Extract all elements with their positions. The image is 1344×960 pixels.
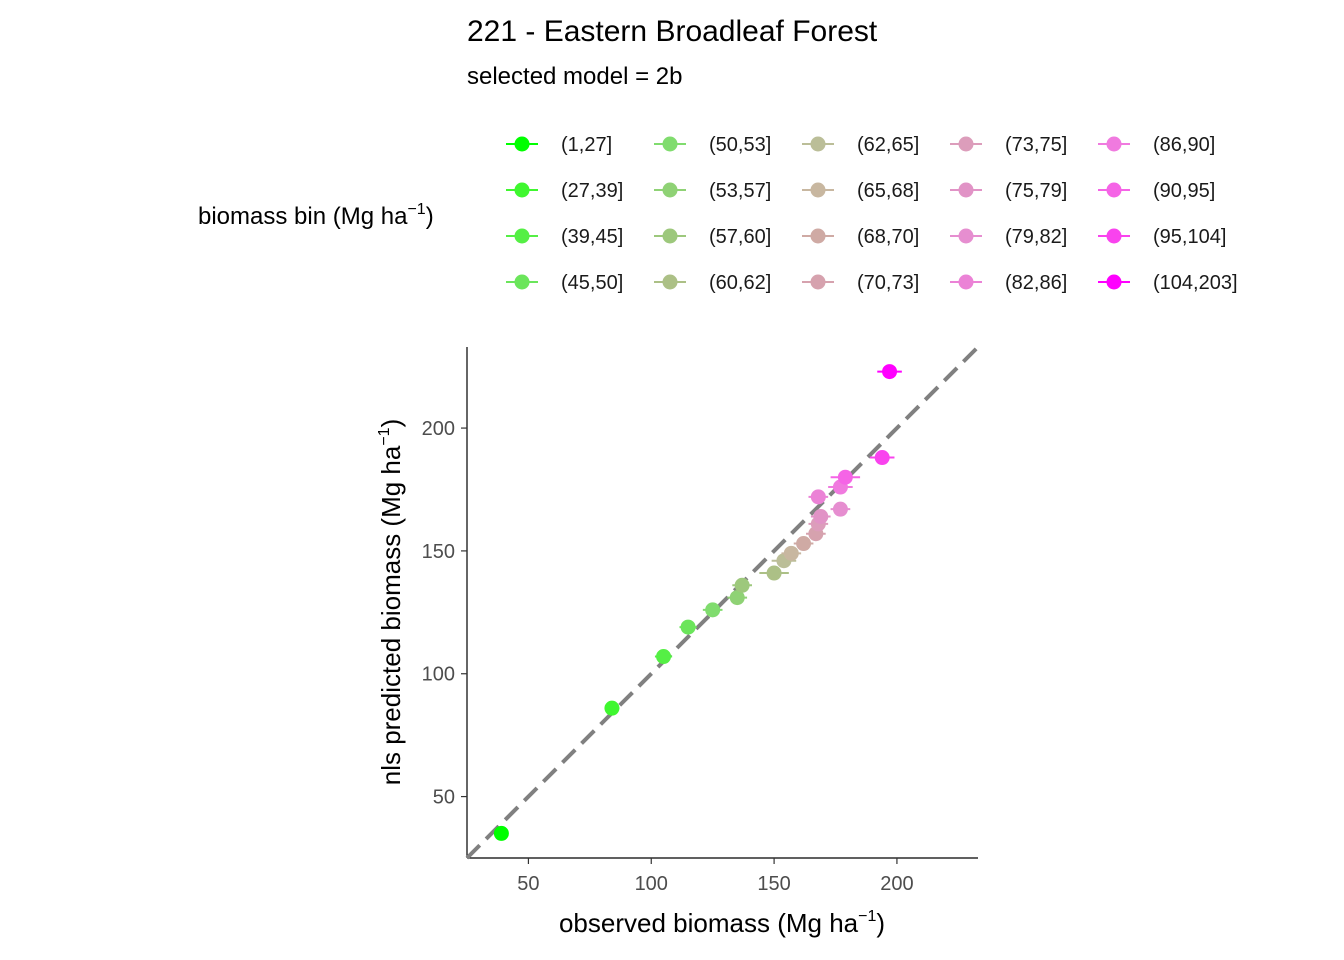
data-point [810, 489, 826, 505]
legend-key-point [514, 274, 530, 290]
legend-label: (53,57] [709, 180, 771, 202]
axis-ticks: 50 100 150 200 50 100 150 200 [422, 418, 914, 895]
legend-item: (104,203] [1098, 272, 1238, 294]
legend-label: (65,68] [857, 180, 919, 202]
legend-key-point [1106, 136, 1122, 152]
data-point [734, 577, 750, 593]
data-point [874, 450, 890, 466]
legend-key-point [810, 182, 826, 198]
y-tick-label: 100 [422, 664, 455, 686]
data-point [796, 536, 812, 552]
data-point [729, 590, 745, 606]
legend-item: (39,45] [506, 226, 623, 248]
legend-key-point [662, 274, 678, 290]
legend-label: (75,79] [1005, 180, 1067, 202]
x-axis-title: observed biomass (Mg ha−1) [559, 908, 885, 938]
legend-label: (27,39] [561, 180, 623, 202]
legend-key-point [662, 228, 678, 244]
legend-item: (95,104] [1098, 226, 1226, 248]
legend-item: (75,79] [950, 180, 1067, 202]
y-tick-label: 200 [422, 418, 455, 440]
legend-key-point [958, 182, 974, 198]
x-tick-label: 100 [635, 873, 668, 895]
legend-label: (1,27] [561, 134, 612, 156]
legend: (1,27] (27,39] (39,45] (45,50] (50,53] (53,57… [506, 134, 1238, 294]
legend-key-point [514, 136, 530, 152]
legend-key-point [662, 136, 678, 152]
data-point [832, 501, 848, 517]
legend-label: (70,73] [857, 272, 919, 294]
legend-item: (1,27] [506, 134, 612, 156]
legend-key-point [958, 228, 974, 244]
data-point [493, 825, 509, 841]
legend-key-point [1106, 182, 1122, 198]
legend-key-point [810, 136, 826, 152]
legend-label: (90,95] [1153, 180, 1215, 202]
legend-item: (50,53] [654, 134, 771, 156]
legend-item: (65,68] [802, 180, 919, 202]
legend-item: (79,82] [950, 226, 1067, 248]
legend-item: (57,60] [654, 226, 771, 248]
data-point [604, 700, 620, 716]
legend-label: (50,53] [709, 134, 771, 156]
legend-title: biomass bin (Mg ha−1) [198, 201, 434, 230]
legend-item: (68,70] [802, 226, 919, 248]
legend-item: (27,39] [506, 180, 623, 202]
legend-key-point [1106, 274, 1122, 290]
data-point [882, 364, 898, 380]
legend-key-point [958, 274, 974, 290]
legend-item: (62,65] [802, 134, 919, 156]
x-tick-label: 200 [880, 873, 913, 895]
legend-label: (57,60] [709, 226, 771, 248]
legend-label: (39,45] [561, 226, 623, 248]
legend-label: (82,86] [1005, 272, 1067, 294]
y-axis-title: nls predicted biomass (Mg ha−1) [376, 419, 406, 786]
legend-key-point [1106, 228, 1122, 244]
legend-item: (73,75] [950, 134, 1067, 156]
legend-label: (104,203] [1153, 272, 1238, 294]
data-point [837, 469, 853, 485]
legend-label: (60,62] [709, 272, 771, 294]
chart-subtitle: selected model = 2b [467, 63, 682, 90]
legend-item: (90,95] [1098, 180, 1215, 202]
legend-key-point [662, 182, 678, 198]
legend-item: (60,62] [654, 272, 771, 294]
legend-label: (86,90] [1153, 134, 1215, 156]
data-point [705, 602, 721, 618]
data-points [493, 364, 902, 841]
y-tick-label: 150 [422, 541, 455, 563]
legend-key-point [810, 228, 826, 244]
chart-title: 221 - Eastern Broadleaf Forest [467, 15, 878, 48]
legend-item: (53,57] [654, 180, 771, 202]
data-point [813, 509, 829, 525]
legend-key-point [810, 274, 826, 290]
legend-key-point [958, 136, 974, 152]
data-point [680, 619, 696, 635]
data-point [766, 565, 782, 581]
legend-label: (45,50] [561, 272, 623, 294]
legend-item: (70,73] [802, 272, 919, 294]
legend-item: (82,86] [950, 272, 1067, 294]
x-tick-label: 150 [757, 873, 790, 895]
identity-reference-line [465, 345, 980, 860]
legend-label: (95,104] [1153, 226, 1226, 248]
legend-item: (45,50] [506, 272, 623, 294]
legend-label: (73,75] [1005, 134, 1067, 156]
y-tick-label: 50 [433, 787, 455, 809]
data-point [656, 649, 672, 665]
legend-label: (62,65] [857, 134, 919, 156]
x-tick-label: 50 [517, 873, 539, 895]
legend-key-point [514, 228, 530, 244]
legend-label: (68,70] [857, 226, 919, 248]
legend-item: (86,90] [1098, 134, 1215, 156]
legend-key-point [514, 182, 530, 198]
legend-label: (79,82] [1005, 226, 1067, 248]
data-point [783, 545, 799, 561]
